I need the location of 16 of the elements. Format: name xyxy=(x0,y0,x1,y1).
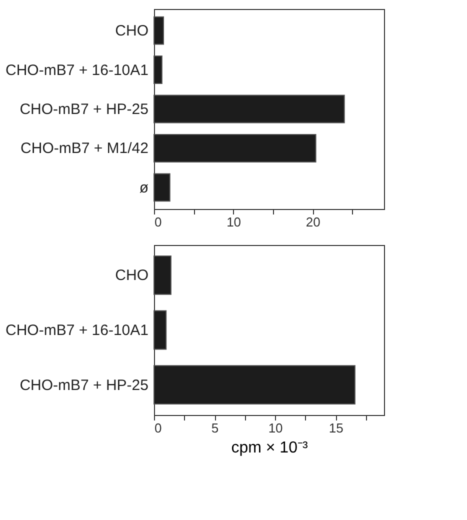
x-tick-label: 5 xyxy=(211,420,219,436)
y-tick-label: CHO-mB7 + 16-10A1 xyxy=(6,322,148,339)
y-tick-label: CHO-mB7 + HP-25 xyxy=(20,101,148,118)
y-tick-label: CHO-mB7 + M1/42 xyxy=(20,140,148,158)
x-tick-label: 10 xyxy=(268,420,283,436)
x-tick-label: 20 xyxy=(306,214,320,230)
x-tick-label: 0 xyxy=(154,420,162,436)
x-tick-label: 0 xyxy=(154,214,162,230)
y-tick-label: CHO xyxy=(115,22,148,40)
y-tick-label: CHO xyxy=(115,267,148,284)
x-tick-label: 15 xyxy=(328,420,344,436)
y-tick-label: CHO-mB7 + HP-25 xyxy=(20,376,148,394)
y-tick-label: CHO-mB7 + 16-10A1 xyxy=(6,62,148,79)
x-axis-title: cpm × 10⁻³ xyxy=(231,440,308,456)
y-tick-label: ø xyxy=(139,179,148,196)
x-tick-label: 10 xyxy=(226,214,242,230)
